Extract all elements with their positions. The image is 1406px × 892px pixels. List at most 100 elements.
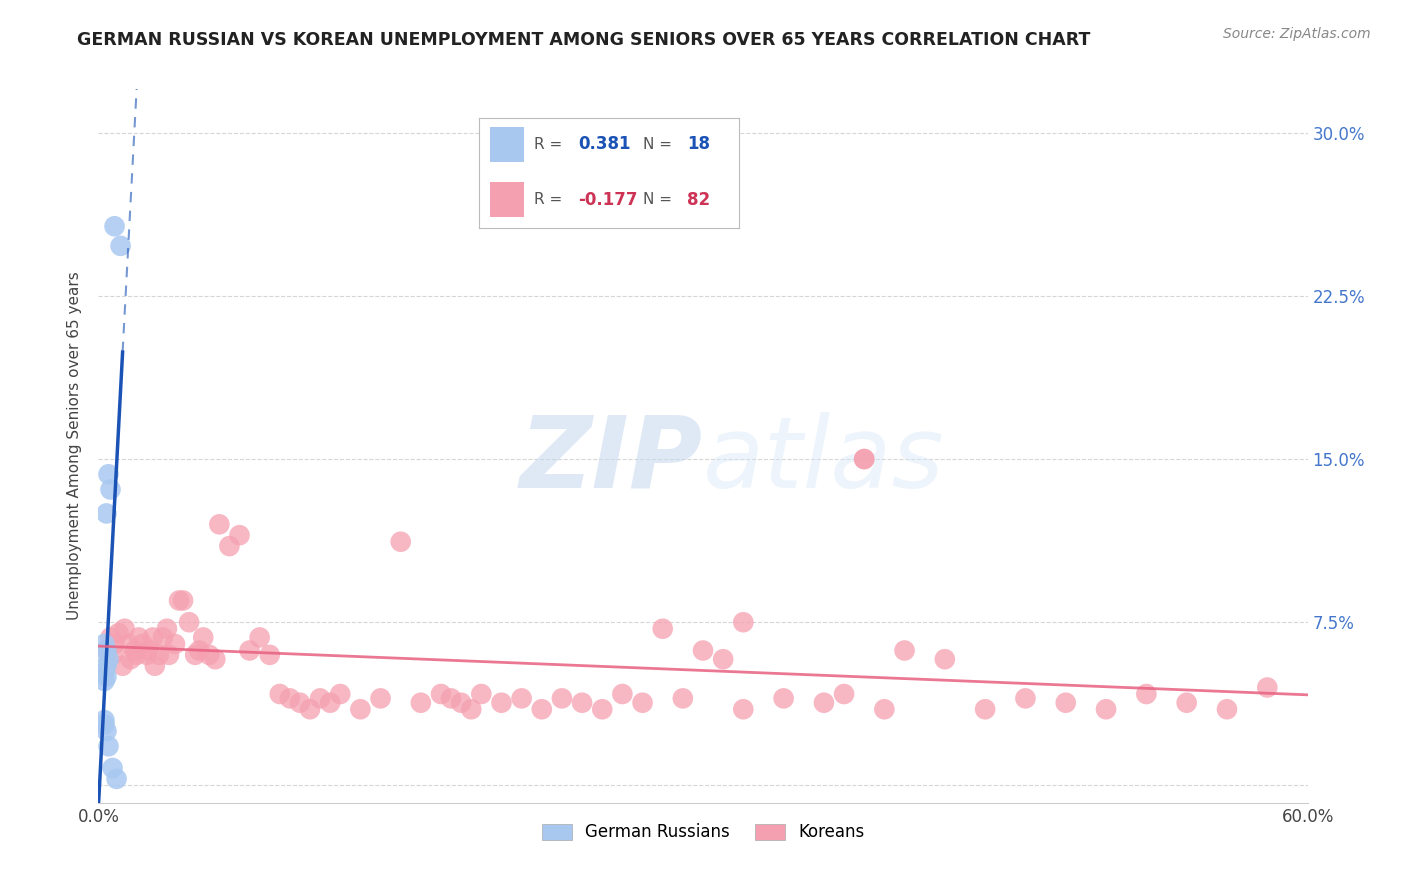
- Text: atlas: atlas: [703, 412, 945, 508]
- Point: [491, 696, 513, 710]
- Point: [440, 691, 463, 706]
- Point: [96, 658, 118, 673]
- Point: [107, 626, 129, 640]
- Y-axis label: Unemployment Among Seniors over 65 years: Unemployment Among Seniors over 65 years: [67, 272, 83, 620]
- Text: Source: ZipAtlas.com: Source: ZipAtlas.com: [1223, 27, 1371, 41]
- Point: [105, 772, 128, 786]
- Point: [259, 648, 281, 662]
- Point: [591, 702, 613, 716]
- Point: [409, 696, 432, 710]
- Point: [551, 691, 574, 706]
- Point: [97, 739, 120, 754]
- Point: [239, 643, 262, 657]
- Point: [118, 637, 141, 651]
- Point: [96, 670, 118, 684]
- Point: [1095, 702, 1118, 716]
- Point: [974, 702, 997, 716]
- Point: [278, 691, 301, 706]
- Point: [319, 696, 342, 710]
- Point: [651, 622, 673, 636]
- Point: [100, 631, 122, 645]
- Text: GERMAN RUSSIAN VS KOREAN UNEMPLOYMENT AMONG SENIORS OVER 65 YEARS CORRELATION CH: GERMAN RUSSIAN VS KOREAN UNEMPLOYMENT AM…: [77, 31, 1091, 49]
- Point: [188, 643, 211, 657]
- Point: [530, 702, 553, 716]
- Point: [111, 658, 134, 673]
- Point: [101, 761, 124, 775]
- Point: [93, 717, 115, 731]
- Point: [93, 637, 115, 651]
- Point: [96, 643, 118, 657]
- Point: [138, 643, 160, 657]
- Point: [672, 691, 695, 706]
- Point: [1054, 696, 1077, 710]
- Point: [163, 637, 186, 651]
- Point: [288, 696, 311, 710]
- Point: [132, 637, 155, 651]
- Point: [711, 652, 734, 666]
- Text: ZIP: ZIP: [520, 412, 703, 508]
- Point: [93, 673, 115, 688]
- Point: [813, 696, 835, 710]
- Point: [125, 648, 148, 662]
- Point: [309, 691, 332, 706]
- Point: [193, 631, 215, 645]
- Point: [167, 593, 190, 607]
- Point: [389, 534, 412, 549]
- Point: [631, 696, 654, 710]
- Point: [135, 648, 157, 662]
- Point: [1014, 691, 1036, 706]
- Point: [204, 652, 226, 666]
- Point: [110, 239, 132, 253]
- Point: [772, 691, 794, 706]
- Point: [299, 702, 322, 716]
- Point: [124, 643, 146, 657]
- Point: [853, 452, 876, 467]
- Point: [733, 702, 755, 716]
- Point: [93, 665, 115, 680]
- Point: [172, 593, 194, 607]
- Point: [97, 652, 120, 666]
- Point: [120, 652, 142, 666]
- Point: [269, 687, 291, 701]
- Point: [103, 219, 125, 234]
- Point: [114, 622, 136, 636]
- Point: [228, 528, 250, 542]
- Point: [893, 643, 915, 657]
- Point: [143, 658, 166, 673]
- Point: [873, 702, 896, 716]
- Point: [349, 702, 371, 716]
- Point: [152, 631, 174, 645]
- Point: [832, 687, 855, 701]
- Point: [179, 615, 201, 630]
- Point: [460, 702, 482, 716]
- Point: [184, 648, 207, 662]
- Point: [470, 687, 492, 701]
- Point: [1175, 696, 1198, 710]
- Point: [96, 507, 118, 521]
- Point: [329, 687, 352, 701]
- Point: [100, 483, 122, 497]
- Point: [692, 643, 714, 657]
- Point: [96, 724, 118, 739]
- Point: [96, 643, 118, 657]
- Point: [128, 631, 150, 645]
- Legend: German Russians, Koreans: German Russians, Koreans: [536, 817, 870, 848]
- Point: [157, 648, 180, 662]
- Point: [1135, 687, 1157, 701]
- Point: [101, 648, 124, 662]
- Point: [853, 452, 876, 467]
- Point: [571, 696, 593, 710]
- Point: [208, 517, 231, 532]
- Point: [93, 713, 115, 727]
- Point: [733, 615, 755, 630]
- Point: [97, 467, 120, 482]
- Point: [1256, 681, 1278, 695]
- Point: [198, 648, 221, 662]
- Point: [934, 652, 956, 666]
- Point: [103, 637, 125, 651]
- Point: [142, 631, 165, 645]
- Point: [156, 622, 179, 636]
- Point: [370, 691, 392, 706]
- Point: [218, 539, 240, 553]
- Point: [510, 691, 533, 706]
